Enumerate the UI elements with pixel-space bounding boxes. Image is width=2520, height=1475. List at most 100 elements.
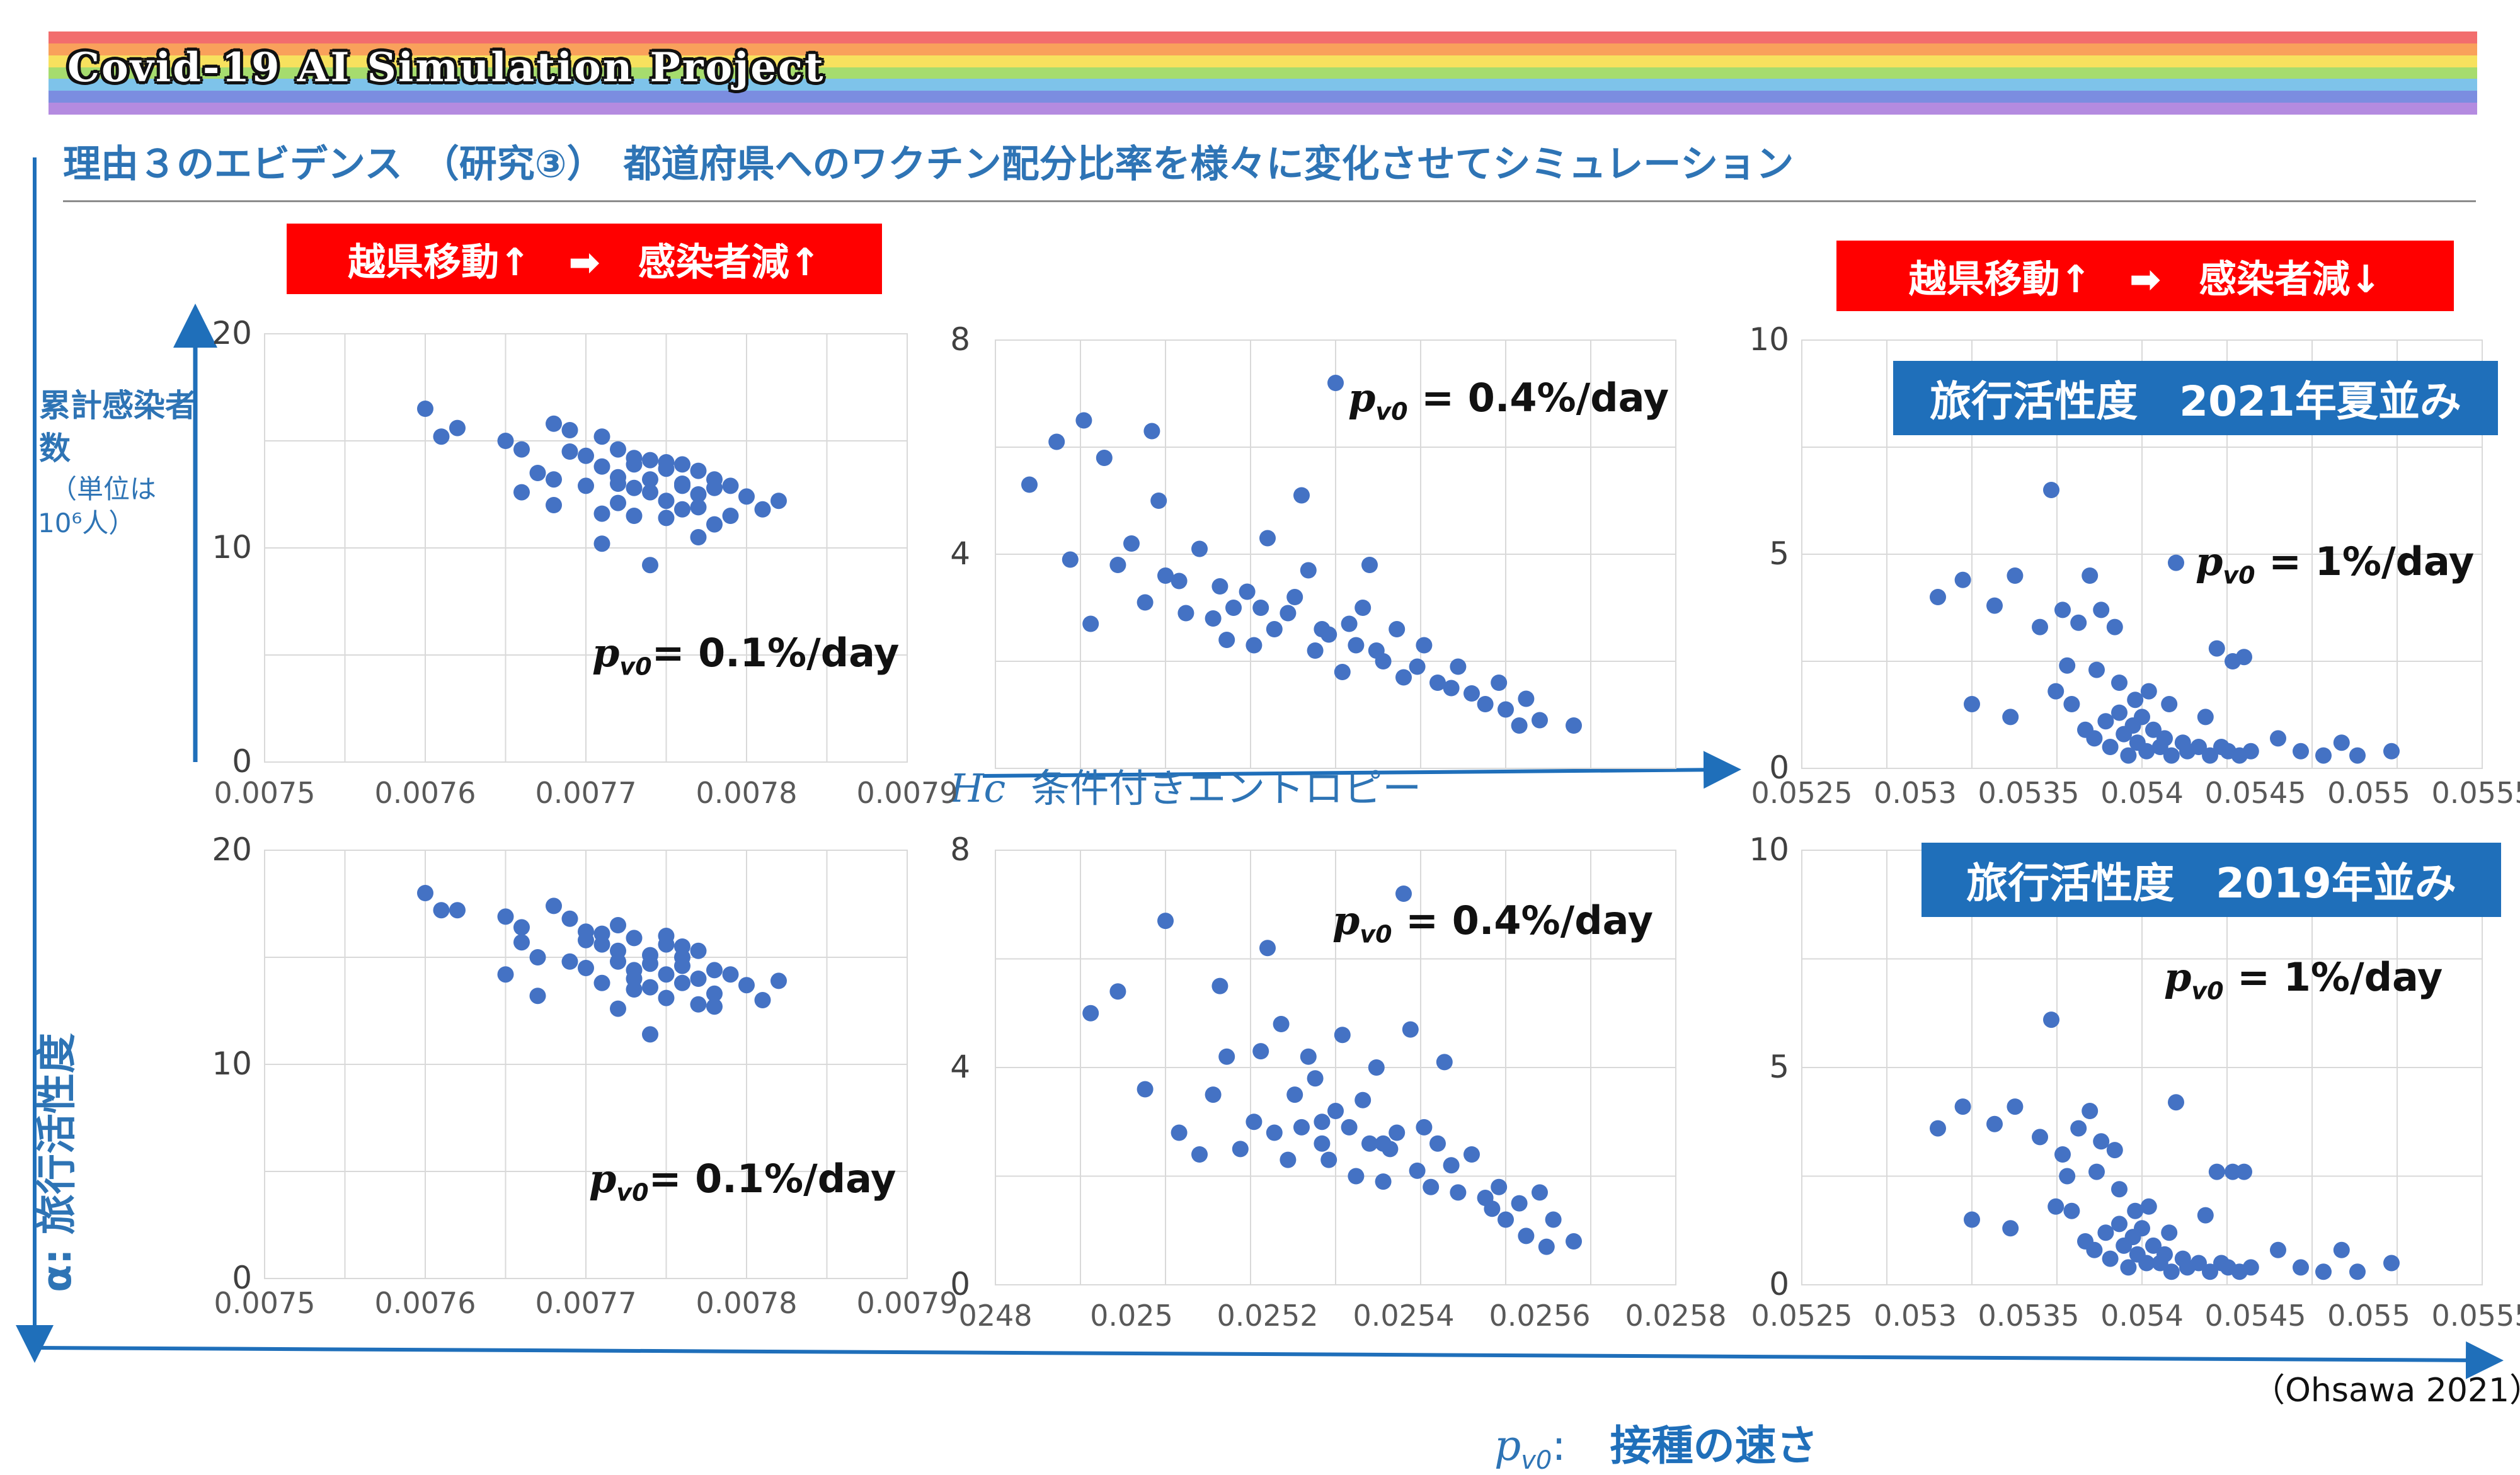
chart-top-middle: 48: [950, 321, 1676, 769]
pv-symbol: p: [2196, 538, 2223, 584]
data-point: [1389, 1124, 1406, 1141]
divider: [63, 200, 2476, 202]
data-point: [2208, 640, 2225, 657]
data-point: [1423, 1178, 1440, 1195]
data-point: [1477, 696, 1494, 712]
data-point: [1518, 1227, 1535, 1244]
data-point: [546, 497, 562, 513]
data-point: [1062, 551, 1079, 568]
data-point: [706, 516, 723, 533]
data-point: [2102, 739, 2119, 755]
x-tick-label: 0.0077: [536, 776, 637, 810]
data-point: [1171, 1124, 1188, 1141]
data-point: [417, 885, 433, 901]
data-point: [2059, 657, 2076, 674]
pv-value: = 0.1%/day: [648, 1156, 896, 1202]
data-point: [1986, 1115, 2003, 1132]
banner-stripe: [49, 79, 2477, 91]
x-tick-label: 0.053: [1874, 776, 1957, 810]
data-point: [1211, 977, 1228, 994]
data-point: [738, 977, 755, 994]
y-tick-label: 0: [950, 1266, 970, 1302]
slide-subtitle: 理由３のエビデンス （研究③） 都道府県へのワクチン配分比率を様々に変化させてシ…: [63, 142, 1794, 186]
y-tick-label: 0: [232, 1260, 252, 1296]
data-point: [626, 971, 643, 987]
data-point: [578, 447, 594, 464]
data-point: [1354, 600, 1372, 616]
data-point: [1157, 913, 1174, 930]
data-point: [1205, 1086, 1222, 1103]
data-point: [2059, 1168, 2076, 1185]
pv-value: = 0.4%/day: [1407, 375, 1670, 421]
hc-axis-label: Hc 条件付きエントロピー: [925, 710, 1421, 813]
data-point: [2054, 601, 2071, 618]
data-point: [2127, 692, 2144, 709]
x-tick-label: 0.0256: [1489, 1299, 1591, 1333]
data-point: [2168, 1094, 2184, 1111]
data-point: [1334, 1027, 1351, 1044]
data-point: [2106, 618, 2123, 635]
data-point: [2140, 1198, 2157, 1215]
y-tick-label: 10: [212, 529, 252, 566]
data-point: [642, 484, 658, 501]
data-point: [2111, 704, 2128, 721]
y-tick-label: 4: [950, 535, 970, 572]
data-point: [1150, 493, 1167, 509]
x-tick-label: 0.0076: [375, 776, 476, 810]
data-point: [433, 428, 450, 445]
x-tick-label: 0.054: [2100, 776, 2184, 810]
data-point: [1232, 1141, 1249, 1158]
data-point: [2315, 1263, 2332, 1280]
x-tick-label: 0.0079: [857, 1286, 958, 1320]
data-point: [1307, 642, 1324, 659]
data-point: [1225, 600, 1242, 616]
data-point: [674, 938, 690, 955]
alpha-axis-label: α: 旅行活性度: [34, 1033, 81, 1292]
data-point: [1286, 1086, 1303, 1103]
citation: （Ohsawa 2021）: [2252, 1372, 2520, 1410]
data-point: [1137, 1081, 1154, 1098]
data-point: [1314, 1113, 1331, 1130]
x-tick-label: 0.0535: [1978, 776, 2080, 810]
data-point: [1191, 1146, 1208, 1163]
data-point: [610, 1000, 626, 1017]
y-tick-label: 10: [1749, 831, 1789, 868]
data-point: [2032, 618, 2048, 635]
data-point: [2236, 649, 2252, 666]
data-point: [2383, 1255, 2400, 1272]
data-point: [449, 419, 466, 436]
data-point: [561, 953, 578, 970]
data-point: [2225, 1163, 2241, 1180]
data-point: [706, 962, 723, 979]
data-point: [1518, 690, 1535, 707]
data-point: [593, 505, 610, 522]
data-point: [2333, 734, 2350, 751]
data-point: [2191, 1255, 2207, 1272]
data-point: [1429, 1135, 1446, 1152]
pv0-label-top-middle: pv0 = 0.4%/day: [1348, 375, 1669, 425]
data-point: [546, 897, 562, 914]
data-point: [1361, 557, 1378, 573]
data-point: [1532, 1184, 1548, 1201]
data-point: [642, 452, 658, 469]
data-point: [1545, 1211, 1562, 1228]
pv-sub: v0: [1360, 920, 1392, 948]
pv-value: = 0.4%/day: [1392, 897, 1654, 943]
data-point: [2315, 747, 2332, 764]
data-point: [674, 957, 690, 974]
data-point: [1341, 1119, 1358, 1136]
data-point: [674, 477, 690, 494]
data-point: [2097, 713, 2114, 730]
y-tick-label: 20: [212, 831, 252, 868]
data-point: [1048, 433, 1065, 450]
data-point: [1954, 1098, 1971, 1115]
data-point: [1246, 637, 1263, 654]
data-point: [1327, 1103, 1344, 1119]
data-point: [2134, 709, 2150, 726]
data-point: [610, 917, 626, 933]
data-point: [2270, 1241, 2286, 1258]
pv-symbol: p: [2164, 954, 2192, 1000]
data-point: [2156, 1246, 2173, 1263]
pv0-label-bottom-right: pv0 = 1%/day: [2164, 954, 2443, 1005]
data-point: [578, 960, 594, 976]
